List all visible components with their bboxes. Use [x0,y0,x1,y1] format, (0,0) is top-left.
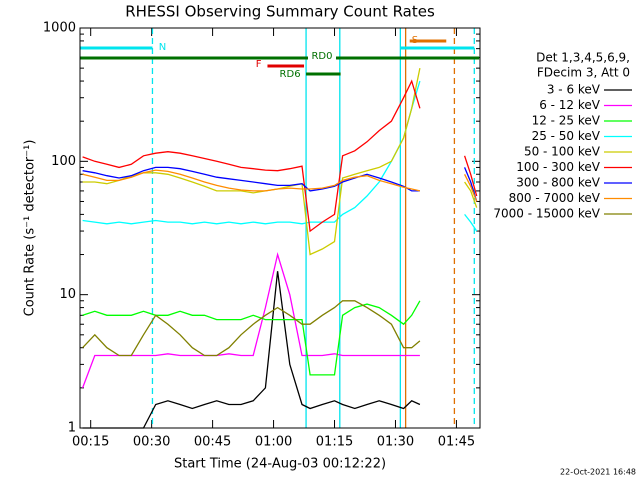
x-tick-label: 01:30 [377,435,414,450]
series-line [82,300,421,376]
x-tick-label: 00:45 [194,435,231,450]
plot-frame [79,27,481,429]
legend-label: 12 - 25 keV [532,114,601,128]
label-bg [308,52,336,60]
legend-label: 25 - 50 keV [532,129,601,143]
legend-label: 6 - 12 keV [539,98,601,112]
legend-label: 100 - 300 keV [516,160,600,174]
flag-label: F [256,59,262,70]
legend-label: 300 - 800 keV [516,176,600,190]
flag-label: N [159,42,166,53]
legend-label: 3 - 6 keV [547,83,601,97]
x-axis-label: Start Time (24-Aug-03 00:12:22) [174,457,386,472]
flag-label: RD0 [311,51,332,62]
x-tick-label: 01:45 [438,435,475,450]
chart-title: RHESSI Observing Summary Count Rates [125,3,435,21]
y-tick-label: 10 [59,287,76,302]
series-line [82,169,421,192]
legend-header: FDecim 3, Att 0 [537,66,630,80]
y-axis-label: Count Rate (s⁻¹ detector⁻¹) [23,140,38,317]
legend-header: Det 1,3,4,5,6,9, [536,51,630,65]
series-line [82,300,421,357]
series-line [82,166,420,192]
footer: 22-Oct-2021 16:48 [560,468,636,477]
x-tick-label: 01:15 [316,435,353,450]
y-tick-label: 1000 [43,21,76,36]
series-line [464,174,478,202]
legend-label: 800 - 7000 keV [509,191,601,205]
x-tick-label: 01:00 [255,435,292,450]
legend-label: 50 - 100 keV [524,145,601,159]
series-line [463,155,478,197]
y-tick-label: 1 [68,421,76,436]
series-line [82,79,421,233]
series-line [82,80,421,225]
x-tick-label: 00:15 [72,435,109,450]
y-tick-label: 100 [51,154,76,169]
x-tick-label: 00:30 [133,435,170,450]
series-line [464,181,478,208]
flag-label: RD6 [280,69,301,80]
series-line [464,213,478,232]
series-line [81,251,420,389]
legend-label: 7000 - 15000 keV [493,207,600,221]
flag-label: S [412,35,418,46]
